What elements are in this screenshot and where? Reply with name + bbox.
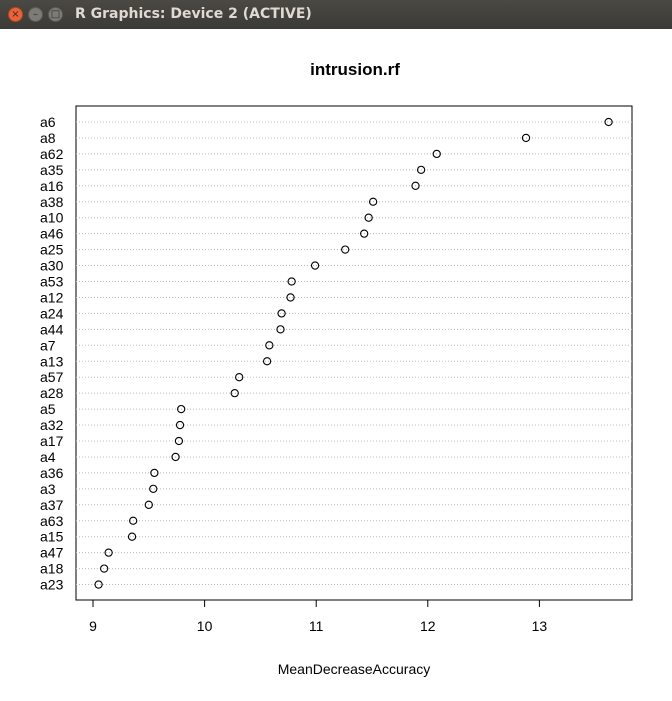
category-label-a32: a32 (40, 417, 64, 433)
data-point-a12 (286, 293, 295, 302)
category-label-a46: a46 (40, 226, 64, 242)
category-label-a4: a4 (40, 449, 56, 465)
x-tick-label: 11 (309, 618, 324, 634)
data-point-a6 (604, 117, 613, 127)
category-label-a37: a37 (40, 497, 64, 513)
data-point-a38 (368, 197, 378, 206)
category-label-a12: a12 (40, 289, 64, 305)
x-axis: 9 10 11 12 13 (89, 599, 548, 634)
data-point-a46 (360, 229, 369, 238)
data-point-a57 (235, 373, 244, 382)
category-label-a25: a25 (40, 242, 64, 258)
category-label-a6: a6 (40, 114, 56, 130)
data-points (94, 117, 613, 589)
data-point-a10 (364, 213, 373, 222)
data-point-a8 (521, 133, 531, 143)
category-label-a57: a57 (40, 369, 64, 385)
plot-frame (75, 105, 633, 601)
window-titlebar: × – □ R Graphics: Device 2 (ACTIVE) (0, 0, 672, 29)
data-point-a4 (171, 452, 180, 462)
data-point-a15 (127, 532, 137, 541)
category-labels: a6a8a62a35a16a38a10a46a25a30a53a12a24a44… (40, 114, 64, 593)
category-label-a8: a8 (40, 130, 56, 146)
data-point-a63 (129, 516, 138, 525)
window-maximize-button[interactable]: □ (48, 7, 63, 22)
category-label-a15: a15 (40, 529, 64, 545)
data-point-a25 (341, 245, 350, 254)
category-label-a30: a30 (40, 258, 64, 274)
category-label-a5: a5 (40, 401, 56, 417)
data-point-a18 (100, 564, 109, 573)
category-label-a28: a28 (40, 385, 64, 401)
category-label-a3: a3 (40, 481, 56, 497)
category-label-a7: a7 (40, 337, 56, 353)
data-point-a3 (149, 484, 158, 493)
data-point-a32 (175, 420, 185, 430)
data-point-a23 (94, 580, 103, 589)
dotchart: intrusion.rf a6a8a62a35a16a38a10a46a25a3… (40, 60, 633, 677)
data-point-a30 (310, 261, 320, 270)
category-label-a63: a63 (40, 513, 64, 529)
data-point-a36 (150, 468, 159, 478)
category-label-a53: a53 (40, 274, 64, 290)
category-label-a17: a17 (40, 433, 64, 449)
data-point-a37 (144, 500, 153, 509)
category-label-a44: a44 (40, 321, 64, 337)
category-label-a35: a35 (40, 162, 64, 178)
category-label-a23: a23 (40, 577, 64, 593)
data-point-a53 (287, 277, 296, 286)
data-point-a35 (416, 165, 426, 174)
x-axis-label: MeanDecreaseAccuracy (278, 661, 431, 677)
data-point-a17 (174, 436, 184, 446)
data-point-a62 (432, 149, 441, 159)
x-tick-label: 13 (532, 618, 548, 634)
category-label-a24: a24 (40, 305, 64, 321)
chart-title: intrusion.rf (310, 60, 400, 79)
x-tick-label: 10 (197, 618, 213, 634)
category-label-a36: a36 (40, 465, 64, 481)
category-label-a18: a18 (40, 561, 64, 577)
window-title: R Graphics: Device 2 (ACTIVE) (75, 6, 312, 22)
category-label-a38: a38 (40, 194, 64, 210)
data-point-a5 (177, 404, 186, 414)
window-minimize-button[interactable]: – (28, 7, 43, 22)
category-label-a13: a13 (40, 353, 64, 369)
category-label-a47: a47 (40, 545, 64, 561)
data-point-a7 (265, 341, 274, 350)
x-tick-label: 12 (420, 618, 436, 634)
category-label-a10: a10 (40, 210, 64, 226)
x-tick-label: 9 (89, 618, 97, 634)
graphics-device-canvas: intrusion.rf a6 a8 a62 a35 a16 a38 a10 a46 a25 a3… (0, 29, 672, 701)
data-point-a28 (230, 388, 239, 398)
data-point-a13 (262, 357, 272, 366)
gridlines (76, 121, 632, 586)
data-point-a16 (411, 181, 420, 190)
category-label-a62: a62 (40, 146, 64, 162)
data-point-a47 (104, 548, 113, 557)
category-label-a16: a16 (40, 178, 64, 194)
data-point-a24 (277, 309, 286, 318)
window-close-button[interactable]: × (8, 7, 23, 22)
data-point-a44 (276, 325, 285, 334)
